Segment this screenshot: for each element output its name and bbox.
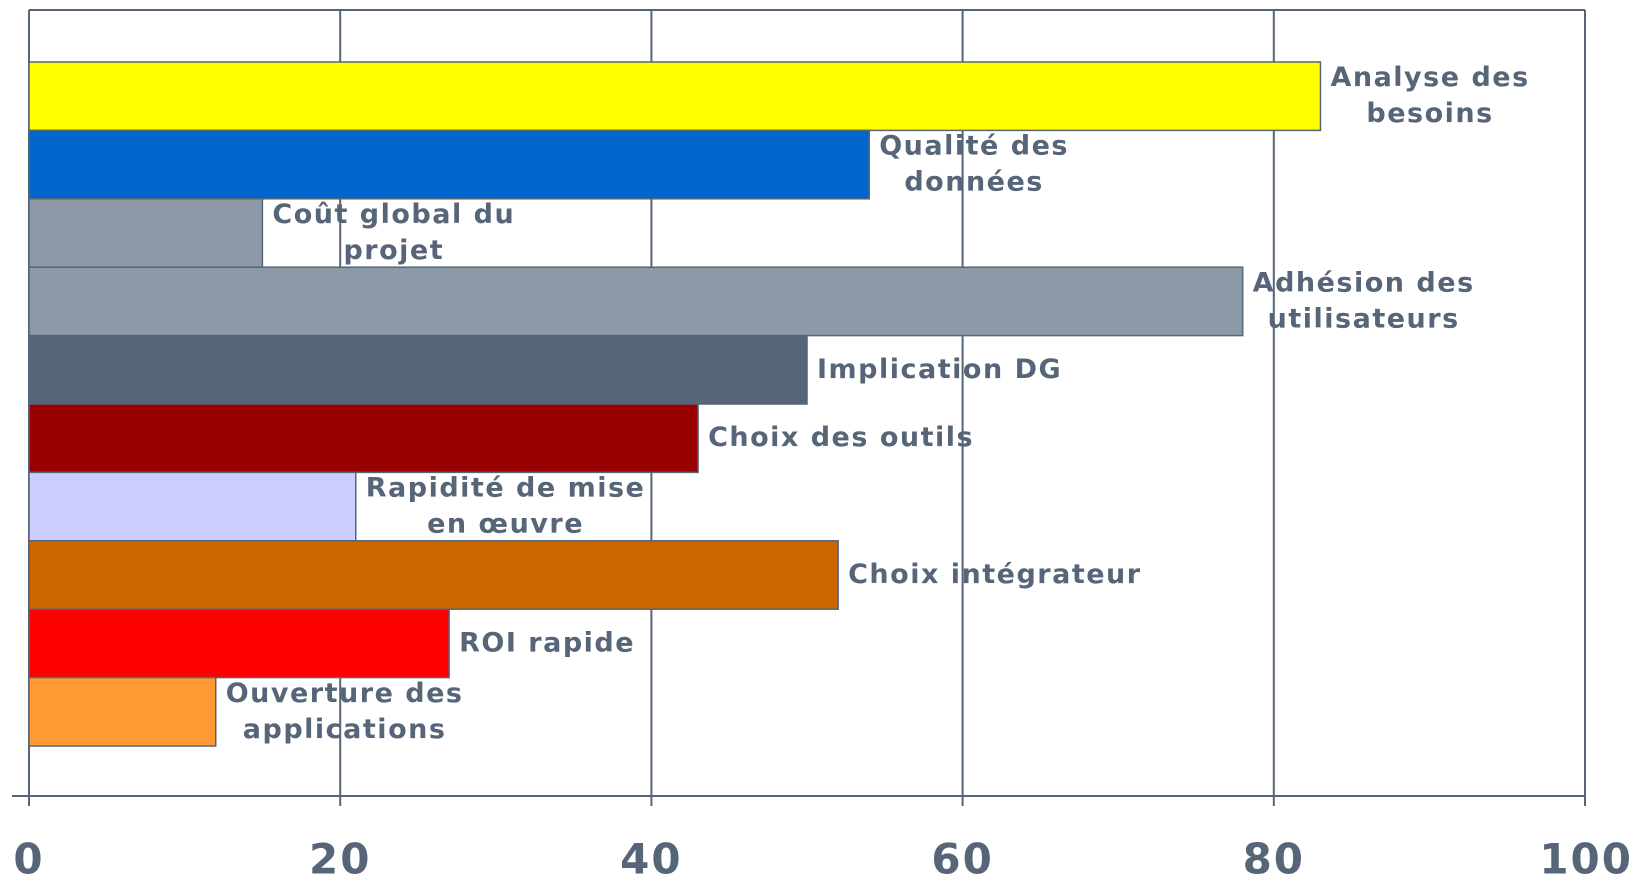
bar-label: Coût global du projet [272, 199, 515, 266]
bar-label-line: Ouverture des [226, 677, 464, 708]
bar-label-line: Choix des outils [708, 422, 974, 453]
bar-label-line: Implication DG [817, 353, 1062, 384]
x-tick-label: 20 [309, 835, 371, 878]
bar-label-line: applications [243, 713, 447, 744]
bar-label-line: Qualité des [879, 130, 1069, 161]
bar-label-line: Adhésion des [1253, 267, 1475, 298]
x-tick-label: 80 [1243, 835, 1305, 878]
bar-label: Rapidité de mise en œuvre [366, 472, 646, 539]
bar [28, 540, 839, 610]
bar [28, 266, 1244, 337]
bar-label-line: Analyse des [1330, 62, 1529, 93]
bar-label: Choix intégrateur [848, 559, 1141, 590]
bar [28, 61, 1322, 132]
bar [28, 198, 264, 268]
x-tick-label: 0 [13, 835, 44, 878]
bar-label: Qualité des données [879, 130, 1069, 197]
bar [28, 676, 217, 747]
bar-label-line: données [904, 166, 1044, 197]
x-tick-label: 60 [931, 835, 993, 878]
bar-label: Implication DG [817, 353, 1062, 384]
bar-label-line: Rapidité de mise [366, 472, 646, 503]
bar-label: Ouverture des applications [226, 677, 464, 744]
bar [28, 129, 870, 200]
bar-label-line: ROI rapide [459, 627, 635, 658]
bar [28, 471, 357, 542]
bar-label-line: utilisateurs [1268, 303, 1460, 334]
bar-label: Choix des outils [708, 422, 974, 453]
bar [28, 608, 450, 679]
bar-label: Analyse des besoins [1330, 62, 1529, 129]
bar-label: Adhésion des utilisateurs [1253, 267, 1475, 334]
bar-label-line: besoins [1366, 98, 1493, 129]
bar-label-line: projet [343, 235, 444, 266]
bar [28, 334, 808, 405]
x-tick-label: 40 [620, 835, 682, 878]
bar [28, 403, 699, 474]
bar-label-line: Coût global du [272, 199, 515, 230]
bar-label: ROI rapide [459, 627, 635, 658]
bar-label-line: en œuvre [427, 508, 584, 539]
x-tick-label: 100 [1539, 835, 1633, 878]
bar-label-line: Choix intégrateur [848, 559, 1141, 590]
